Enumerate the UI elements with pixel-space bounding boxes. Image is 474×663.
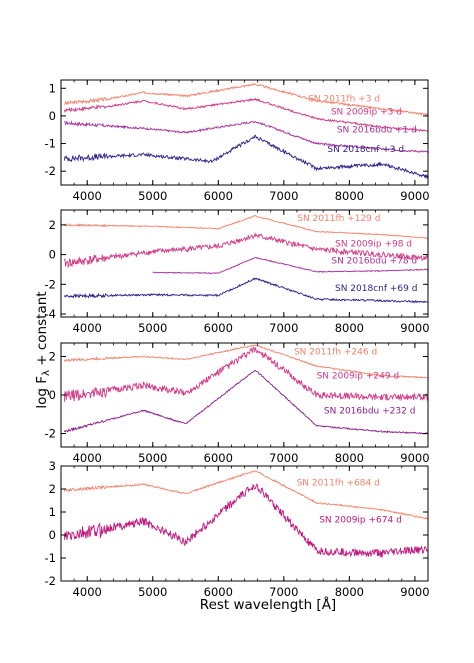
x-tick-label: 9000 bbox=[400, 451, 429, 465]
x-tick-label: 4000 bbox=[73, 321, 102, 335]
spectrum-label: SN 2011fh +3 d bbox=[308, 95, 380, 105]
x-tick-label: 9000 bbox=[400, 585, 429, 599]
spectrum-label: SN 2009ip +3 d bbox=[331, 108, 402, 118]
spectrum-label: SN 2009ip +674 d bbox=[319, 515, 402, 525]
y-tick-label: 1 bbox=[49, 81, 56, 95]
y-tick-label: -1 bbox=[45, 551, 56, 565]
spectrum-line bbox=[63, 469, 428, 520]
x-tick-label: 9000 bbox=[400, 321, 429, 335]
y-tick-label: 0 bbox=[49, 109, 56, 123]
spectrum-label: SN 2011fh +684 d bbox=[297, 479, 380, 489]
spectrum-line bbox=[63, 369, 428, 435]
y-axis-title-subscript: λ bbox=[41, 370, 52, 376]
x-tick-label: 5000 bbox=[138, 451, 167, 465]
y-tick-label: -2 bbox=[45, 574, 56, 588]
x-axis-title: Rest wavelength [Å] bbox=[200, 596, 336, 613]
y-tick-label: -4 bbox=[45, 307, 56, 321]
x-tick-label: 8000 bbox=[335, 189, 364, 203]
y-tick-label: 3 bbox=[49, 459, 56, 473]
x-tick-label: 9000 bbox=[400, 189, 429, 203]
spectrum-label: SN 2009ip +98 d bbox=[335, 239, 412, 249]
spectrum-line bbox=[63, 215, 428, 240]
y-tick-label: -2 bbox=[45, 427, 56, 441]
spectrum-line bbox=[63, 231, 428, 269]
spectrum-line bbox=[64, 83, 428, 117]
spectrum-line bbox=[63, 483, 428, 558]
spectrum-label: SN 2016bdu +1 d bbox=[337, 126, 417, 136]
x-tick-label: 5000 bbox=[138, 321, 167, 335]
spectrum-line bbox=[63, 134, 428, 180]
x-tick-label: 8000 bbox=[335, 321, 364, 335]
y-axis-title-main: log F bbox=[34, 376, 50, 409]
y-tick-label: 0 bbox=[49, 528, 56, 542]
spectrum-line bbox=[64, 120, 428, 153]
spectrum-label: SN 2011fh +246 d bbox=[294, 348, 377, 358]
y-tick-label: 0 bbox=[49, 388, 56, 402]
spectrum-label: SN 2016bdu +78 d bbox=[331, 257, 417, 267]
spectrum-label: SN 2011fh +129 d bbox=[297, 214, 380, 224]
x-tick-label: 8000 bbox=[335, 585, 364, 599]
y-tick-label: 2 bbox=[49, 482, 56, 496]
spectrum-line bbox=[152, 256, 428, 275]
panel-4: SN 2011fh +684 d SN 2009ip +674 d 4000 5000… bbox=[45, 459, 430, 599]
x-tick-label: 6000 bbox=[204, 189, 233, 203]
y-tick-label: -2 bbox=[45, 277, 56, 291]
x-tick-label: 4000 bbox=[73, 585, 102, 599]
panel-1: SN 2011fh +3 d SN 2009ip +3 d SN 2016bdu +… bbox=[45, 79, 430, 203]
spectrum-line bbox=[63, 97, 428, 132]
spectrum-line bbox=[63, 344, 428, 379]
spectrum-label: SN 2016bdu +232 d bbox=[324, 406, 416, 416]
y-tick-label: 1 bbox=[49, 505, 56, 519]
y-tick-label: -2 bbox=[45, 164, 56, 178]
y-tick-label: 0 bbox=[49, 248, 56, 262]
y-axis-title: log Fλ + constant bbox=[34, 291, 52, 408]
spectrum-label: SN 2018cnf +69 d bbox=[335, 284, 417, 294]
x-tick-label: 6000 bbox=[204, 451, 233, 465]
x-tick-label: 5000 bbox=[138, 189, 167, 203]
panel-2: SN 2011fh +129 d SN 2009ip +98 d SN 2016bd… bbox=[45, 209, 430, 335]
x-tick-label: 6000 bbox=[204, 321, 233, 335]
x-tick-label: 4000 bbox=[73, 451, 102, 465]
spectrum-line bbox=[63, 277, 428, 304]
x-tick-label: 4000 bbox=[73, 189, 102, 203]
x-tick-label: 5000 bbox=[138, 585, 167, 599]
spectrum-label: SN 2009ip +249 d bbox=[317, 372, 400, 382]
y-axis-title-rest: + constant bbox=[34, 291, 50, 370]
panel-3: SN 2011fh +246 d SN 2009ip +249 d SN 2016b… bbox=[45, 342, 430, 465]
x-tick-label: 7000 bbox=[269, 321, 298, 335]
x-tick-label: 7000 bbox=[269, 451, 298, 465]
spectrum-label: SN 2018cnf +3 d bbox=[327, 145, 404, 155]
x-tick-label: 7000 bbox=[269, 585, 298, 599]
y-tick-label: 2 bbox=[49, 349, 56, 363]
spectrum-line bbox=[63, 345, 428, 403]
x-tick-label: 6000 bbox=[204, 585, 233, 599]
y-tick-label: 2 bbox=[49, 218, 56, 232]
x-tick-label: 8000 bbox=[335, 451, 364, 465]
y-tick-label: -1 bbox=[45, 137, 56, 151]
x-tick-label: 7000 bbox=[269, 189, 298, 203]
